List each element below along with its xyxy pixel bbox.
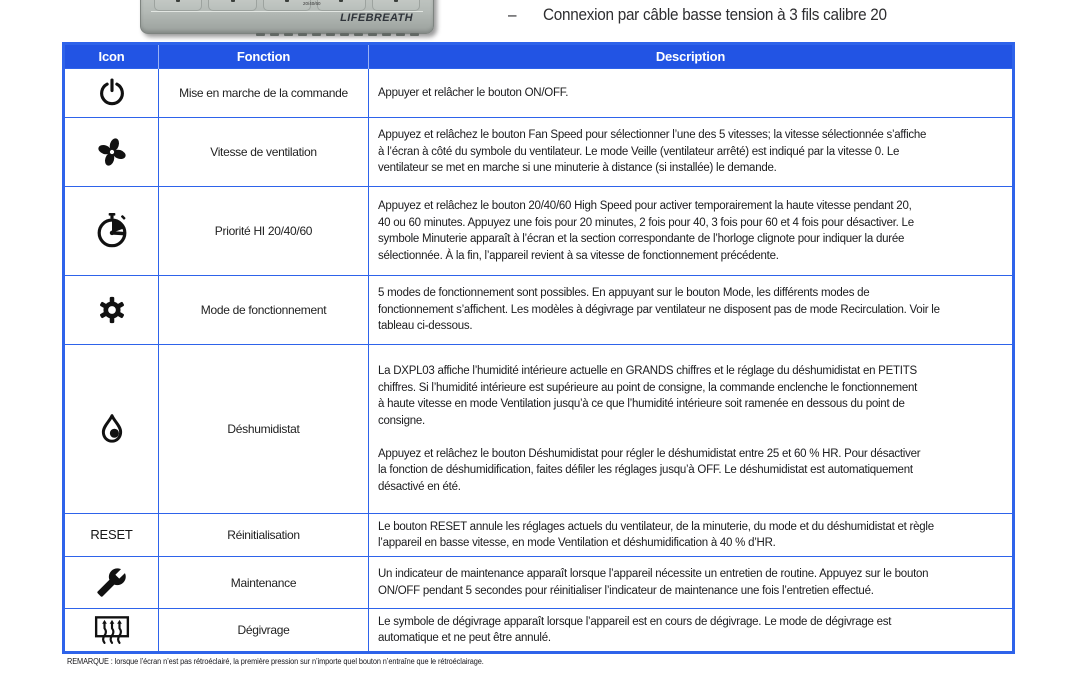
bullet-text: Connexion par câble basse tension à 3 fi… [543, 5, 887, 24]
table-row: Déshumidistat La DXPL03 affiche l’humidi… [63, 344, 1014, 514]
device-vent-slots [256, 33, 419, 36]
header-icon: Icon [63, 43, 159, 69]
fan-icon-cell [63, 117, 159, 187]
table-row: Mise en marche de la commande Appuyer et… [63, 68, 1014, 118]
description-text: Le symbole de dégivrage apparaît lorsque… [368, 608, 1014, 653]
device-button-label: 20/40/60 [303, 1, 321, 6]
stopwatch-icon-cell [63, 186, 159, 276]
stopwatch-icon [97, 212, 126, 248]
description-text: Appuyez et relâchez le bouton Fan Speed … [368, 117, 1014, 187]
description-text: Appuyer et relâcher le bouton ON/OFF. [368, 68, 1014, 118]
device-button [262, 0, 312, 11]
reset-label-cell: RESET [63, 513, 159, 557]
description-text: 5 modes de fonctionnement sont possibles… [368, 275, 1014, 345]
fan-icon [97, 138, 126, 166]
fonction-label: Maintenance [158, 556, 369, 609]
droplet-icon [101, 414, 122, 443]
device-panel-image: 20/40/60 LIFEBREATH [140, 0, 434, 36]
table-header-row: Icon Fonction Description [63, 43, 1014, 69]
bullet-dash: – [508, 5, 517, 24]
brand-label: LIFEBREATH [340, 12, 413, 24]
table-row: Dégivrage Le symbole de dégivrage appara… [63, 608, 1014, 653]
gear-icon [99, 296, 124, 324]
table-row: Maintenance Un indicateur de maintenance… [63, 556, 1014, 609]
wrench-icon-cell [63, 556, 159, 609]
table-row: Vitesse de ventilation Appuyez et relâch… [63, 117, 1014, 187]
device-button [154, 0, 203, 11]
fonction-label: Réinitialisation [158, 513, 369, 557]
fonction-label: Priorité HI 20/40/60 [158, 186, 369, 276]
power-icon [99, 78, 124, 106]
description-text: Le bouton RESET annule les réglages actu… [368, 513, 1014, 557]
header-description: Description [368, 43, 1014, 69]
gear-icon-cell [63, 275, 159, 345]
fonction-label: Mode de fonctionnement [158, 275, 369, 345]
wrench-icon [97, 568, 126, 597]
table-row: RESET Réinitialisation Le bouton RESET a… [63, 513, 1014, 557]
power-icon-cell [63, 68, 159, 118]
table-row: Mode de fonctionnement 5 modes de foncti… [63, 275, 1014, 345]
defrost-icon [94, 616, 129, 644]
description-text: Appuyez et relâchez le bouton 20/40/60 H… [368, 186, 1014, 276]
device-button [371, 0, 421, 11]
device-button [208, 0, 257, 11]
bullet-item: – Connexion par câble basse tension à 3 … [508, 5, 925, 25]
table-row: Priorité HI 20/40/60 Appuyez et relâchez… [63, 186, 1014, 276]
footnote-remark: REMARQUE : lorsque l’écran n’est pas rét… [67, 657, 484, 666]
device-button-row [151, 0, 423, 12]
fonction-label: Vitesse de ventilation [158, 117, 369, 187]
functions-table: Icon Fonction Description Mise en marche… [62, 42, 1015, 654]
description-text: Un indicateur de maintenance apparaît lo… [368, 556, 1014, 609]
fonction-label: Dégivrage [158, 608, 369, 653]
device-button [317, 0, 366, 11]
fonction-label: Mise en marche de la commande [158, 68, 369, 118]
description-text: La DXPL03 affiche l’humidité intérieure … [368, 344, 1014, 514]
reset-label: RESET [90, 527, 133, 542]
header-fonction: Fonction [158, 43, 369, 69]
defrost-icon-cell [63, 608, 159, 653]
fonction-label: Déshumidistat [158, 344, 369, 514]
droplet-icon-cell [63, 344, 159, 514]
